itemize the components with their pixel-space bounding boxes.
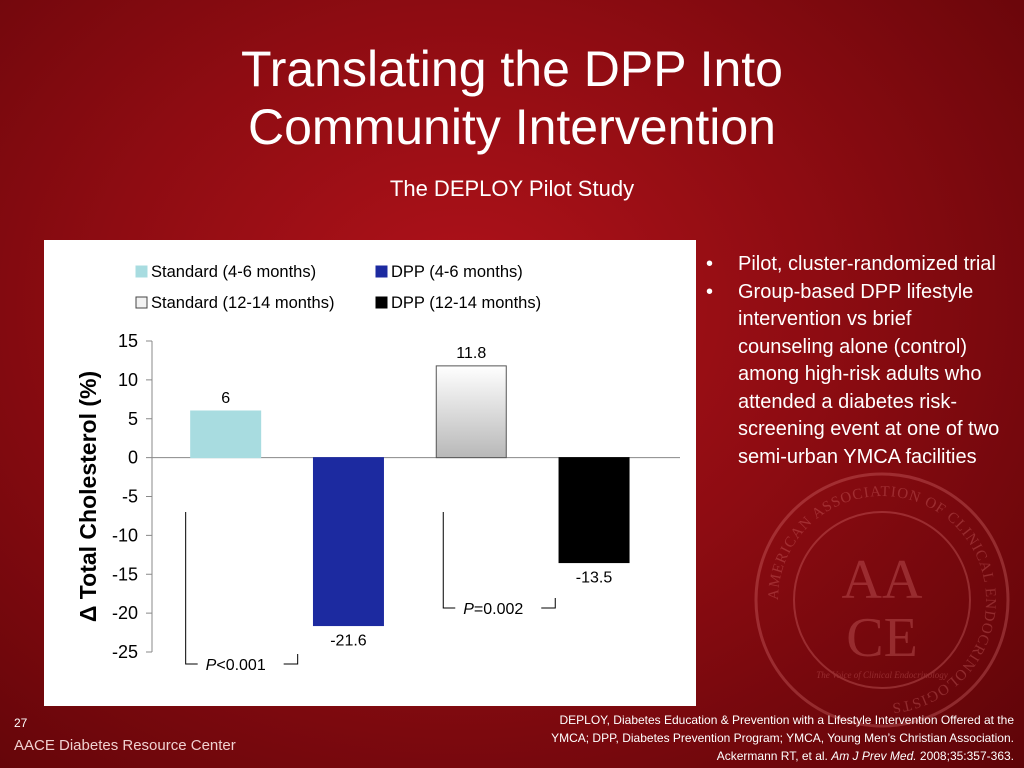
chart-panel: 15 10 5 0 -5 -10 -15 -20 -25 Δ Total Cholesterol … — [44, 240, 696, 706]
citation-authors: Ackermann RT, et al. — [716, 749, 832, 763]
bullet-marker: • — [706, 253, 714, 275]
legend-label: DPP (4-6 months) — [391, 263, 523, 281]
svg-text:CE: CE — [846, 607, 918, 669]
citation-journal: Am J Prev Med. — [831, 749, 917, 763]
y-tick-label: -5 — [122, 487, 138, 507]
slide-title: Translating the DPP Into Community Inter… — [0, 40, 1024, 156]
y-tick-label: -15 — [112, 564, 138, 584]
bullet-marker: • — [706, 280, 714, 303]
citation-line-2: YMCA; DPP, Diabetes Prevention Program; … — [551, 731, 1014, 745]
y-tick-label: -20 — [112, 603, 138, 623]
data-label: -21.6 — [330, 633, 367, 650]
data-label: 11.8 — [456, 345, 486, 362]
y-tick-label: -10 — [112, 525, 138, 545]
significance-bracket-left — [442, 512, 456, 609]
citation-line-3: Ackermann RT, et al. Am J Prev Med. 2008… — [394, 747, 1014, 765]
significance-bracket-right — [283, 654, 299, 665]
y-tick-label: 15 — [118, 331, 138, 351]
y-tick-label: 10 — [118, 370, 138, 390]
y-axis-title: Δ Total Cholesterol (%) — [75, 371, 101, 622]
legend-label: Standard (4-6 months) — [151, 263, 316, 281]
citation-line-1: DEPLOY, Diabetes Education & Prevention … — [559, 713, 1015, 727]
footer-brand: AACE Diabetes Resource Center — [14, 737, 236, 754]
significance-bracket-right — [541, 598, 556, 609]
data-label: -13.5 — [576, 570, 613, 587]
svg-text:AA: AA — [842, 549, 923, 611]
legend-label: DPP (12-14 months) — [391, 294, 541, 312]
aace-seal-watermark: AMERICAN ASSOCIATION OF CLINICAL ENDOCRI… — [754, 472, 1010, 728]
citation: DEPLOY, Diabetes Education & Prevention … — [394, 711, 1014, 765]
bar-1 — [190, 410, 262, 459]
legend-swatch — [375, 265, 388, 278]
legend-label: Standard (12-14 months) — [151, 294, 334, 312]
slide-subtitle: The DEPLOY Pilot Study — [389, 176, 635, 201]
title-line-1: Translating the DPP Into — [241, 41, 783, 97]
bullet-list: • Pilot, cluster-randomized trial • Grou… — [706, 251, 1006, 471]
legend-swatch — [135, 265, 148, 278]
bar-3 — [435, 365, 507, 459]
y-tick-label: 5 — [128, 409, 138, 429]
legend-swatch — [375, 296, 388, 309]
p-value-label: P=0.002 — [463, 601, 523, 618]
slide-number: 27 — [14, 716, 28, 730]
bullet-text: Group-based DPP lifestyle intervention v… — [738, 280, 1000, 468]
bullet-text: Pilot, cluster-randomized trial — [738, 253, 996, 275]
title-line-2: Community Intervention — [247, 99, 776, 155]
svg-text:The Voice of Clinical Endocrin: The Voice of Clinical Endocrinology — [816, 670, 947, 680]
bar-4 — [558, 457, 630, 564]
citation-volume: 2008;35:357-363. — [916, 749, 1014, 763]
bullet-item-design: • Pilot, cluster-randomized trial — [706, 251, 1006, 279]
y-tick-label: -25 — [112, 642, 138, 662]
legend-swatch — [135, 296, 148, 309]
y-tick-label: 0 — [128, 448, 138, 468]
significance-bracket-left — [185, 512, 198, 665]
bullet-item-intervention: • Group-based DPP lifestyle intervention… — [706, 279, 1006, 472]
p-value-label: P<0.001 — [206, 657, 266, 674]
bar-chart: 15 10 5 0 -5 -10 -15 -20 -25 Δ Total Cholesterol … — [75, 263, 680, 674]
data-label: 6 — [221, 390, 230, 407]
bar-2 — [312, 457, 384, 627]
